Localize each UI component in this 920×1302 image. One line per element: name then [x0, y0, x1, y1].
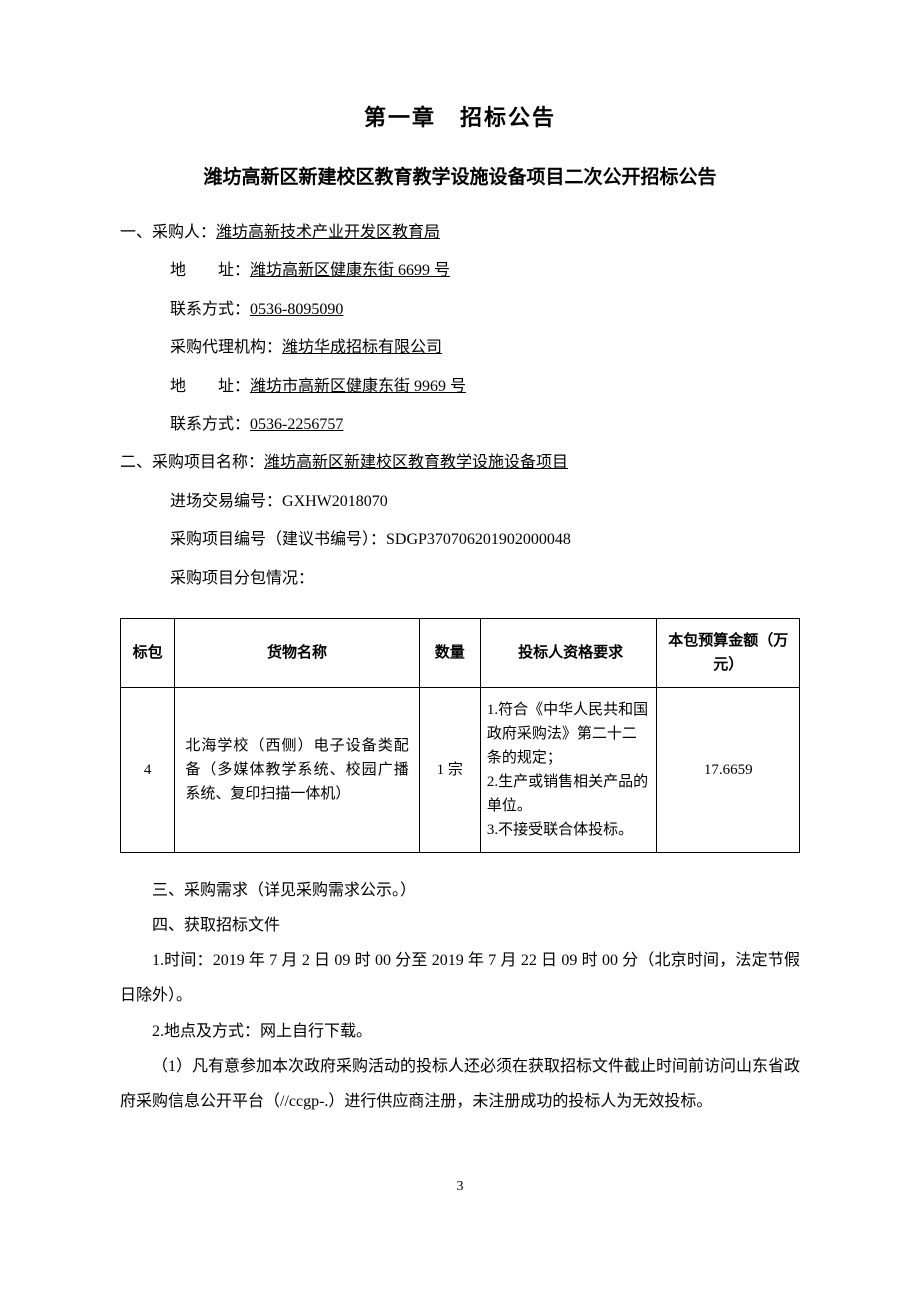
agency-contact-label: 联系方式：: [170, 416, 250, 433]
agency-contact-value: 0536-2256757: [250, 416, 343, 433]
agency-label: 采购代理机构：: [170, 339, 282, 356]
header-req: 投标人资格要求: [480, 618, 657, 687]
section-4-p1: 1.时间：2019 年 7 月 2 日 09 时 00 分至 2019 年 7 …: [120, 943, 800, 1013]
table-header-row: 标包 货物名称 数量 投标人资格要求 本包预算金额（万元）: [121, 618, 800, 687]
purchaser-value: 潍坊高新技术产业开发区教育局: [216, 224, 440, 241]
page-number: 3: [120, 1179, 800, 1195]
cell-qty: 1 宗: [419, 687, 480, 852]
header-qty: 数量: [419, 618, 480, 687]
cell-req: 1.符合《中华人民共和国政府采购法》第二十二条的规定； 2.生产或销售相关产品的…: [480, 687, 657, 852]
section-1-address: 地 址：潍坊高新区健康东街 6699 号: [120, 252, 800, 290]
section-2-project-code: 采购项目编号（建议书编号）：SDGP370706201902000048: [120, 521, 800, 559]
section-1-agency-address: 地 址：潍坊市高新区健康东街 9969 号: [120, 368, 800, 406]
main-title: 潍坊高新区新建校区教育教学设施设备项目二次公开招标公告: [120, 162, 800, 189]
project-name-value: 潍坊高新区新建校区教育教学设施设备项目: [264, 454, 568, 471]
contact-label: 联系方式：: [170, 301, 250, 318]
header-budget: 本包预算金额（万元）: [657, 618, 800, 687]
project-code-value: SDGP370706201902000048: [386, 531, 571, 548]
agency-address-value: 潍坊市高新区健康东街 9969 号: [250, 378, 466, 395]
package-table: 标包 货物名称 数量 投标人资格要求 本包预算金额（万元） 4 北海学校（西侧）…: [120, 618, 800, 853]
section-2-heading-label: 二、采购项目名称：: [120, 454, 264, 471]
req-item-3: 3.不接受联合体投标。: [487, 818, 651, 842]
agency-address-label: 地 址：: [170, 378, 250, 395]
section-4-heading: 四、获取招标文件: [120, 908, 800, 943]
project-code-label: 采购项目编号（建议书编号）：: [170, 531, 386, 548]
section-1-agency-contact: 联系方式：0536-2256757: [120, 406, 800, 444]
req-item-2: 2.生产或销售相关产品的单位。: [487, 770, 651, 818]
section-2-project: 二、采购项目名称：潍坊高新区新建校区教育教学设施设备项目: [120, 444, 800, 482]
section-1-purchaser: 一、采购人：潍坊高新技术产业开发区教育局: [120, 214, 800, 252]
address-label: 地 址：: [170, 262, 250, 279]
header-name: 货物名称: [175, 618, 419, 687]
section-2-subpackage: 采购项目分包情况：: [120, 560, 800, 598]
table-row: 4 北海学校（西侧）电子设备类配备（多媒体教学系统、校园广播系统、复印扫描一体机…: [121, 687, 800, 852]
chapter-title: 第一章 招标公告: [120, 100, 800, 132]
address-value: 潍坊高新区健康东街 6699 号: [250, 262, 450, 279]
entry-code-label: 进场交易编号：: [170, 493, 282, 510]
cell-name: 北海学校（西侧）电子设备类配备（多媒体教学系统、校园广播系统、复印扫描一体机）: [175, 687, 419, 852]
contact-value: 0536-8095090: [250, 301, 343, 318]
section-3: 三、采购需求（详见采购需求公示。）: [120, 873, 800, 908]
cell-budget: 17.6659: [657, 687, 800, 852]
package-table-container: 标包 货物名称 数量 投标人资格要求 本包预算金额（万元） 4 北海学校（西侧）…: [120, 618, 800, 853]
section-1-agency: 采购代理机构：潍坊华成招标有限公司: [120, 329, 800, 367]
section-1-contact: 联系方式：0536-8095090: [120, 291, 800, 329]
agency-value: 潍坊华成招标有限公司: [282, 339, 442, 356]
header-package: 标包: [121, 618, 175, 687]
section-4-p3: （1）凡有意参加本次政府采购活动的投标人还必须在获取招标文件截止时间前访问山东省…: [120, 1049, 800, 1119]
req-item-1: 1.符合《中华人民共和国政府采购法》第二十二条的规定；: [487, 698, 651, 770]
section-2-entry-code: 进场交易编号：GXHW2018070: [120, 483, 800, 521]
entry-code-value: GXHW2018070: [282, 493, 388, 510]
section-4-p2: 2.地点及方式：网上自行下载。: [120, 1014, 800, 1049]
cell-package: 4: [121, 687, 175, 852]
section-1-heading-label: 一、采购人：: [120, 224, 216, 241]
